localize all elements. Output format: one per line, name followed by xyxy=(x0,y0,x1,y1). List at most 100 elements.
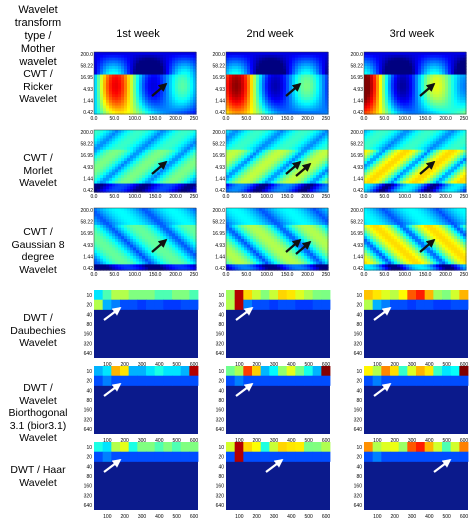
y-tick-label: 1.44 xyxy=(215,176,225,182)
x-tick-label: 200 xyxy=(390,362,399,368)
x-tick-label: 250.0 xyxy=(322,272,330,278)
y-tick-label: 40 xyxy=(218,312,224,318)
annotation-arrow xyxy=(151,160,168,175)
annotation-arrow xyxy=(433,458,452,473)
y-tick-label: 160 xyxy=(354,332,363,338)
x-tick-label: 150.0 xyxy=(419,194,432,200)
x-tick-label: 400 xyxy=(287,362,296,368)
y-tick-label: 58.22 xyxy=(212,142,225,148)
y-tick-label: 10 xyxy=(218,445,224,451)
cwt-scalogram: 200.0 58.22 16.95 4.93 1.44 0.420.0 50.0 100.0 1… xyxy=(80,129,198,200)
y-tick-label: 16.95 xyxy=(212,75,225,81)
y-tick-label: 160 xyxy=(84,408,93,414)
x-tick-label: 0.0 xyxy=(361,116,368,122)
row-label-cwt-gaussian8: CWT / Gaussian 8 degree Wavelet xyxy=(0,226,76,276)
y-tick-label: 320 xyxy=(216,493,225,499)
header-line: type / xyxy=(24,30,52,42)
x-tick-label: 500 xyxy=(442,362,451,368)
x-tick-label: 300 xyxy=(408,362,417,368)
dwt-scalogram: 10 20 40 80 160 320 640 100 200 300 400 500 600 xyxy=(84,442,199,520)
y-tick-label: 200.0 xyxy=(80,52,93,58)
header-line: Mother xyxy=(20,43,56,55)
y-tick-label: 80 xyxy=(218,398,224,404)
y-tick-label: 10 xyxy=(356,369,362,375)
y-tick-label: 80 xyxy=(86,398,92,404)
row-label-line: CWT / xyxy=(23,68,53,80)
x-tick-label: 400 xyxy=(287,514,296,520)
row-label-line: DWT / xyxy=(23,312,53,324)
x-tick-label: 50.0 xyxy=(110,272,120,278)
x-tick-label: 600 xyxy=(190,514,199,520)
annotation-arrow xyxy=(103,306,122,321)
y-tick-label: 640 xyxy=(354,351,363,357)
x-tick-label: 500 xyxy=(172,514,181,520)
x-tick-label: 150.0 xyxy=(419,116,432,122)
y-tick-label: 640 xyxy=(84,427,93,433)
y-tick-label: 320 xyxy=(84,417,93,423)
x-tick-label: 100.0 xyxy=(399,116,412,122)
y-tick-label: 0.42 xyxy=(83,266,93,272)
header-line: wavelet xyxy=(19,56,57,68)
y-tick-label: 4.93 xyxy=(215,165,225,171)
y-tick-label: 0.42 xyxy=(215,188,225,194)
x-tick-label: 100 xyxy=(373,514,382,520)
y-tick-label: 20 xyxy=(86,455,92,461)
header-line: transform xyxy=(14,17,62,29)
y-tick-label: 1.44 xyxy=(215,98,225,104)
x-tick-label: 0.0 xyxy=(223,272,230,278)
x-tick-label: 250.0 xyxy=(322,194,330,200)
cwt-scalogram: 200.0 58.22 16.95 4.93 1.44 0.420.0 50.0 100.0 1… xyxy=(212,51,330,122)
dwt-scalogram: 10 20 40 80 160 320 640 100 200 300 400 500 600 xyxy=(354,442,469,520)
row-label-cwt-morlet: CWT / Morlet Wavelet xyxy=(0,152,76,190)
y-tick-label: 40 xyxy=(86,312,92,318)
x-tick-label: 400 xyxy=(155,514,164,520)
y-tick-label: 200.0 xyxy=(212,208,225,214)
y-tick-label: 0.42 xyxy=(83,110,93,116)
y-tick-label: 0.42 xyxy=(353,188,363,194)
annotation-arrow xyxy=(373,306,392,321)
y-tick-label: 80 xyxy=(86,474,92,480)
y-tick-label: 320 xyxy=(216,341,225,347)
x-tick-label: 0.0 xyxy=(361,272,368,278)
x-tick-label: 0.0 xyxy=(223,194,230,200)
annotation-arrow xyxy=(285,160,302,175)
y-tick-label: 160 xyxy=(84,484,93,490)
x-tick-label: 200.0 xyxy=(439,272,452,278)
x-tick-label: 150.0 xyxy=(281,194,294,200)
x-tick-label: 100.0 xyxy=(129,194,142,200)
y-tick-label: 160 xyxy=(354,408,363,414)
x-tick-label: 500 xyxy=(172,438,181,444)
x-tick-label: 300 xyxy=(138,362,147,368)
y-tick-label: 20 xyxy=(356,303,362,309)
row-label-line: DWT / xyxy=(23,382,53,394)
x-tick-label: 400 xyxy=(155,438,164,444)
y-tick-label: 320 xyxy=(84,341,93,347)
y-tick-label: 4.93 xyxy=(83,243,93,249)
x-tick-label: 50.0 xyxy=(380,116,390,122)
row-label-line: Wavelet xyxy=(19,394,57,407)
cwt-scalogram: 200.0 58.22 16.95 4.93 1.44 0.420.0 50.0 100.0 1… xyxy=(80,51,198,122)
y-tick-label: 20 xyxy=(218,379,224,385)
x-tick-label: 0.0 xyxy=(91,272,98,278)
y-tick-label: 640 xyxy=(216,503,225,509)
y-tick-label: 640 xyxy=(84,351,93,357)
annotation-arrow xyxy=(295,240,312,255)
row-label-line: Wavelet xyxy=(19,177,57,189)
y-tick-label: 1.44 xyxy=(353,176,363,182)
y-tick-label: 58.22 xyxy=(80,142,93,148)
x-tick-label: 100 xyxy=(235,438,244,444)
y-tick-label: 4.93 xyxy=(353,243,363,249)
x-tick-label: 200 xyxy=(252,362,261,368)
y-tick-label: 640 xyxy=(216,351,225,357)
wavelet-type-header: Wavelet transform type / Mother wavelet xyxy=(2,4,74,69)
x-tick-label: 200.0 xyxy=(301,116,314,122)
y-tick-label: 4.93 xyxy=(353,87,363,93)
x-tick-label: 50.0 xyxy=(110,194,120,200)
row-label-line: Ricker xyxy=(23,80,53,93)
dwt-scalogram: 10 20 40 80 160 320 640 100 200 300 400 500 600 xyxy=(354,366,469,444)
annotation-arrow xyxy=(285,238,302,253)
x-tick-label: 200 xyxy=(120,362,129,368)
y-tick-label: 20 xyxy=(218,455,224,461)
cwt-scalogram: 200.0 58.22 16.95 4.93 1.44 0.420.0 50.0 100.0 1… xyxy=(350,129,468,200)
y-tick-label: 200.0 xyxy=(212,130,225,136)
